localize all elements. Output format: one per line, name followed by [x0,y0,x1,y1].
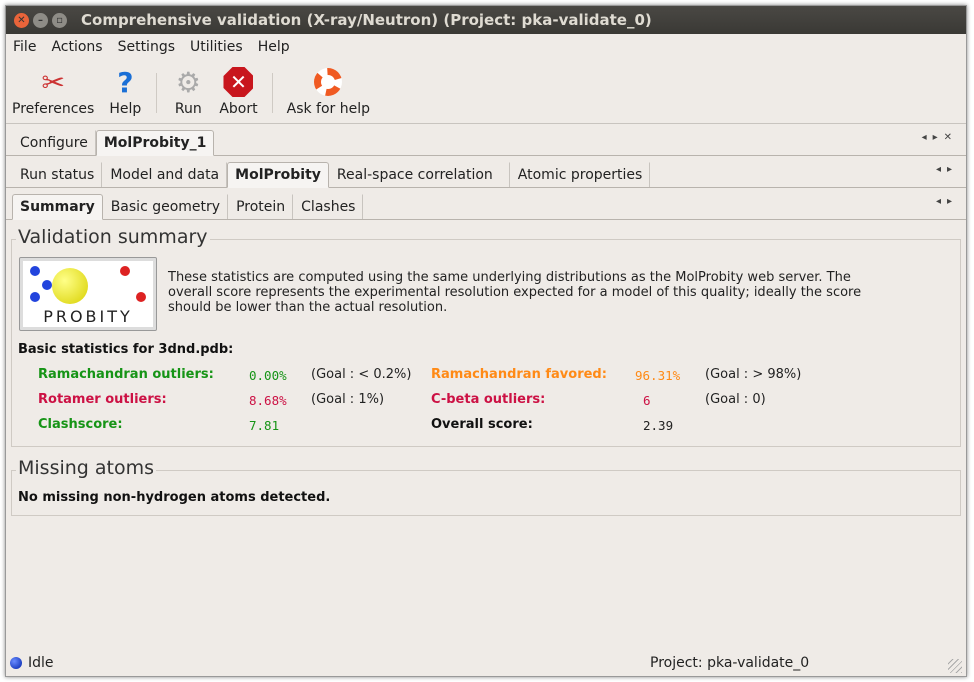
missing-atoms-group: Missing atoms No missing non-hydrogen at… [11,457,961,516]
resize-grip-icon[interactable] [948,659,962,673]
ask-for-help-button[interactable]: Ask for help [287,65,370,117]
project-label: Project: pka-validate_0 [650,655,810,671]
rama-outliers-label: Ramachandran outliers: [38,367,214,382]
toolbar: ✂ Preferences ? Help ⚙ Run ✕ Abort Ask for h… [6,60,966,124]
validation-summary-title: Validation summary [16,226,210,248]
question-icon: ? [117,65,134,99]
tools-icon: ✂ [41,65,65,99]
tab-configure[interactable]: Configure [12,130,96,155]
molprobity-tabs: Summary Basic geometry Protein Clashes ◂… [6,188,966,220]
tab-clashes[interactable]: Clashes [293,194,364,219]
menu-actions[interactable]: Actions [51,39,103,55]
tab-molprobity-1[interactable]: MolProbity_1 [95,130,215,156]
status-text: Idle [28,655,54,671]
overall-score-label: Overall score: [431,417,533,432]
cbeta-outliers-label: C-beta outliers: [431,392,546,407]
rama-favored-label: Ramachandran favored: [431,367,607,382]
maximize-window-button[interactable]: ▫ [52,12,67,28]
cbeta-outliers-goal: (Goal : 0) [705,392,766,407]
tab-run-status[interactable]: Run status [12,162,103,187]
tab-model-and-data[interactable]: Model and data [102,162,228,187]
missing-atoms-text: No missing non-hydrogen atoms detected. [18,490,331,505]
menu-file[interactable]: File [13,39,37,55]
status-indicator-icon [10,657,22,669]
rotamer-outliers-goal: (Goal : 1%) [311,392,385,407]
abort-button[interactable]: ✕ Abort [219,65,258,117]
rama-favored-value: 96.31% [635,368,681,383]
minimize-window-button[interactable]: – [33,12,48,28]
lifebuoy-icon [311,65,345,99]
status-bar: Idle Project: pka-validate_0 [6,650,966,676]
preferences-button[interactable]: ✂ Preferences [12,65,95,118]
tab-scroll-arrows[interactable]: ◂▸ [935,196,958,207]
validation-summary-group: Validation summary PROBITY These statist… [11,226,961,447]
title-bar: ✕ – ▫ Comprehensive validation (X-ray/Ne… [6,6,966,34]
clashscore-label: Clashscore: [38,417,123,432]
logo-text: PROBITY [43,307,133,326]
toolbar-separator [156,73,158,113]
stop-icon: ✕ [221,65,255,99]
rotamer-outliers-value: 8.68% [249,393,287,408]
stats-title: Basic statistics for 3dnd.pdb: [18,342,234,357]
tab-real-space-correlation[interactable]: Real-space correlation [329,162,510,187]
run-button[interactable]: ⚙ Run [171,65,205,118]
tab-atomic-properties[interactable]: Atomic properties [510,162,651,187]
job-tabs: Configure MolProbity_1 ◂▸✕ [6,124,966,156]
help-button[interactable]: ? Help [109,65,142,118]
tab-scroll-arrows[interactable]: ◂▸✕ [921,132,958,143]
toolbar-separator [271,73,273,113]
rama-outliers-value: 0.00% [249,368,287,383]
rama-outliers-goal: (Goal : < 0.2%) [311,367,412,382]
tab-summary[interactable]: Summary [12,194,103,220]
menu-utilities[interactable]: Utilities [190,39,243,55]
window-title: Comprehensive validation (X-ray/Neutron)… [81,11,652,29]
overall-score-value: 2.39 [643,418,674,433]
summary-description: These statistics are computed using the … [168,270,862,315]
molprobity-logo-button[interactable]: PROBITY [19,257,157,331]
menu-help[interactable]: Help [257,39,290,55]
tab-scroll-arrows[interactable]: ◂▸ [935,164,958,175]
gear-icon: ⚙ [175,65,201,99]
molecule-icon [52,268,88,304]
tab-molprobity[interactable]: MolProbity [227,162,329,188]
menu-bar: File Actions Settings Utilities Help [6,34,966,60]
tab-protein[interactable]: Protein [228,194,294,219]
tab-basic-geometry[interactable]: Basic geometry [103,194,229,219]
menu-settings[interactable]: Settings [117,39,175,55]
result-tabs: Run status Model and data MolProbity Rea… [6,156,966,188]
app-window: ✕ – ▫ Comprehensive validation (X-ray/Ne… [5,5,967,677]
close-window-button[interactable]: ✕ [14,12,29,28]
rama-favored-goal: (Goal : > 98%) [705,367,802,382]
rotamer-outliers-label: Rotamer outliers: [38,392,167,407]
clashscore-value: 7.81 [249,418,280,433]
missing-atoms-title: Missing atoms [16,457,157,479]
cbeta-outliers-value: 6 [643,393,651,408]
